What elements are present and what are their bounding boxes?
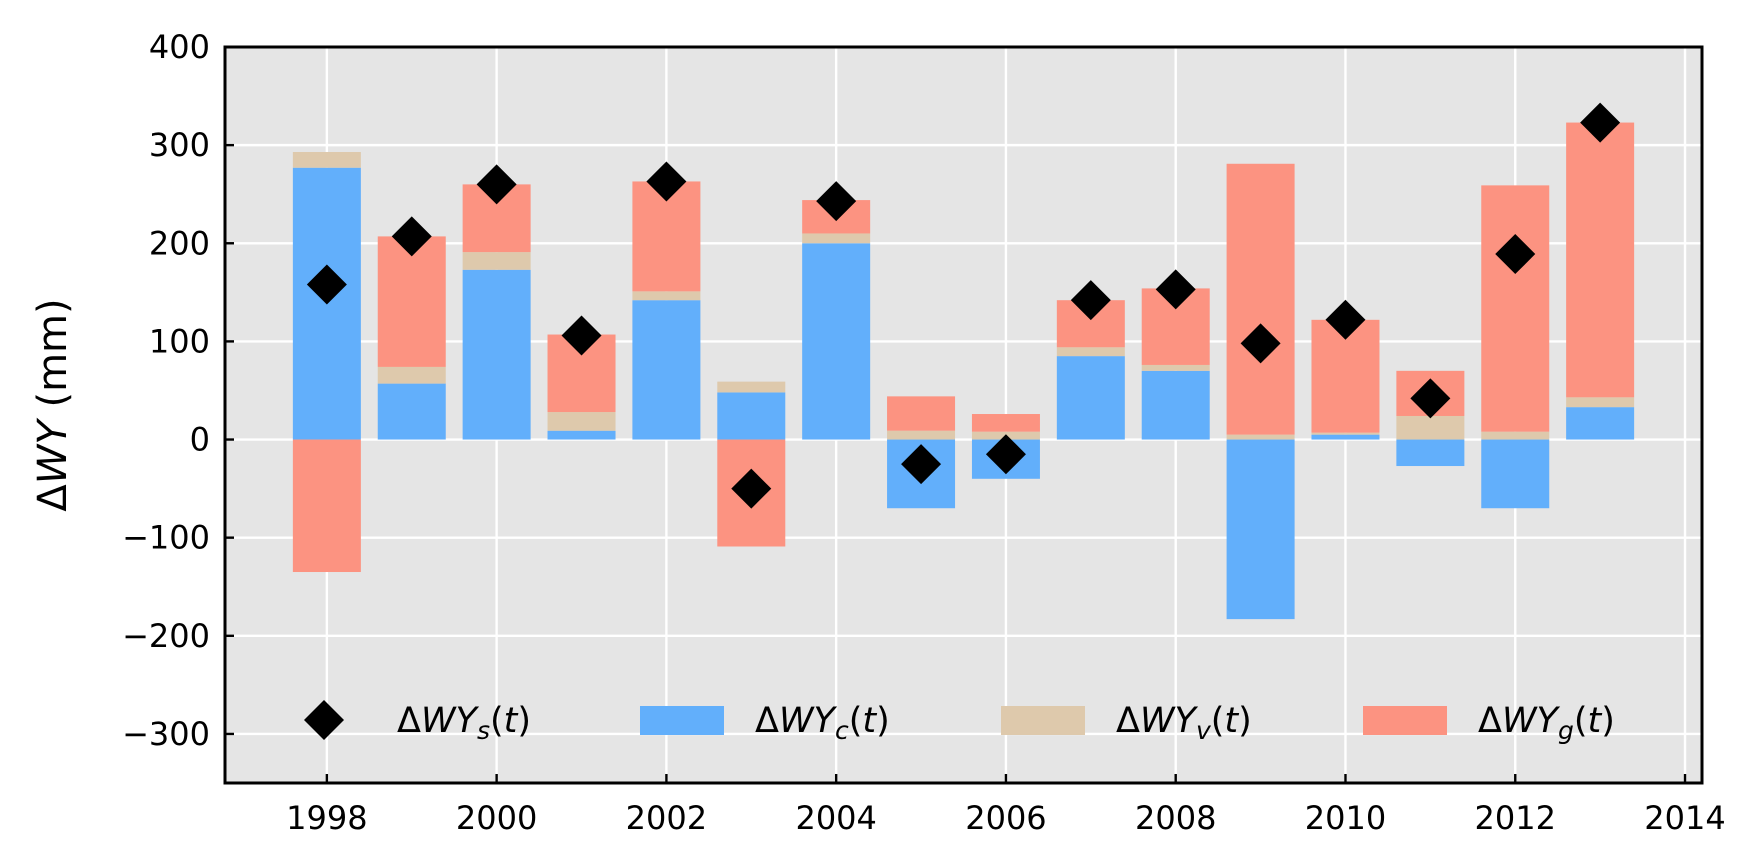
y-tick-label: 200 xyxy=(149,224,210,262)
legend-item-g: ΔWYg(t) xyxy=(1363,701,1615,745)
bar--wy-v-t--2005 xyxy=(887,430,956,440)
bar--wy-v-t--2002 xyxy=(632,291,701,301)
bars xyxy=(292,122,1635,620)
legend-swatch-c xyxy=(640,706,724,735)
bar--wy-v-t--2011 xyxy=(1396,415,1465,440)
x-tick-label: 2010 xyxy=(1305,799,1386,837)
y-tick-label: 400 xyxy=(149,28,210,66)
x-tick-label: 2000 xyxy=(456,799,537,837)
legend-swatch-v xyxy=(1001,706,1085,735)
bar--wy-v-t--1999 xyxy=(377,366,446,384)
bar--wy-c-t--2009 xyxy=(1226,439,1295,620)
legend-item-v: ΔWYv(t) xyxy=(1001,701,1252,745)
x-tick-label: 2012 xyxy=(1475,799,1556,837)
markers xyxy=(306,102,1621,509)
point-dwys-2007 xyxy=(1070,280,1111,321)
plot-background xyxy=(225,47,1702,783)
point-dwys-2000 xyxy=(476,164,517,205)
bar--wy-v-t--2000 xyxy=(462,252,531,270)
bar--wy-c-t--2003 xyxy=(717,392,786,440)
bar--wy-v-t--2007 xyxy=(1056,347,1125,357)
x-tick-label: 1998 xyxy=(286,799,367,837)
legend-label-v: ΔWYv(t) xyxy=(1116,701,1252,745)
bar--wy-v-t--2013 xyxy=(1566,397,1635,408)
legend-swatch-diamond xyxy=(304,700,344,740)
point-dwys-2012 xyxy=(1495,234,1536,275)
bar--wy-g-t--1999 xyxy=(377,236,446,367)
bar--wy-v-t--1998 xyxy=(292,152,361,168)
y-tick-label: 100 xyxy=(149,322,210,360)
x-tick-label: 2008 xyxy=(1135,799,1216,837)
bar--wy-c-t--2002 xyxy=(632,300,701,440)
bar--wy-c-t--2004 xyxy=(802,243,871,440)
point-dwys-2003 xyxy=(731,468,772,509)
point-dwys-2004 xyxy=(816,181,857,222)
x-tick-label: 2002 xyxy=(626,799,707,837)
y-tick-label: 0 xyxy=(190,421,210,459)
bar--wy-c-t--2007 xyxy=(1056,356,1125,440)
point-dwys-2006 xyxy=(985,434,1026,475)
point-dwys-1999 xyxy=(391,216,432,257)
bar--wy-v-t--2010 xyxy=(1311,432,1380,435)
legend-item-c: ΔWYc(t) xyxy=(640,701,890,745)
point-dwys-1998 xyxy=(306,264,347,305)
point-dwys-2008 xyxy=(1155,269,1196,310)
bar--wy-g-t--2006 xyxy=(971,414,1040,432)
plot-frame xyxy=(223,45,1704,785)
bar--wy-c-t--2000 xyxy=(462,269,531,440)
legend: ΔWYs(t) ΔWYc(t) ΔWYv(t) ΔWYg(t) xyxy=(304,700,1615,745)
point-dwys-2011 xyxy=(1410,378,1451,419)
x-tick-label: 2014 xyxy=(1644,799,1725,837)
bar--wy-g-t--1998 xyxy=(292,439,361,573)
bar--wy-v-t--2008 xyxy=(1141,364,1210,371)
legend-label-c: ΔWYc(t) xyxy=(755,701,890,745)
bar--wy-c-t--1999 xyxy=(377,383,446,440)
bar--wy-v-t--2004 xyxy=(802,233,871,244)
bar--wy-c-t--2012 xyxy=(1481,439,1550,509)
point-dwys-2009 xyxy=(1240,323,1281,364)
bar--wy-c-t--2011 xyxy=(1396,439,1465,467)
y-tick-label: 300 xyxy=(149,126,210,164)
point-dwys-2005 xyxy=(901,444,942,485)
legend-label-s: ΔWYs(t) xyxy=(397,701,531,745)
y-tick-label: −100 xyxy=(122,519,210,557)
legend-swatch-g xyxy=(1363,706,1447,735)
bar--wy-v-t--2003 xyxy=(717,381,786,393)
y-tick-label: −200 xyxy=(122,617,210,655)
bar--wy-c-t--2010 xyxy=(1311,434,1380,440)
y-tick-label: −300 xyxy=(122,715,210,753)
bar--wy-g-t--2009 xyxy=(1226,163,1295,435)
bar--wy-v-t--2009 xyxy=(1226,434,1295,440)
bar--wy-v-t--2001 xyxy=(547,412,616,431)
y-axis-label: ΔWY (mm) xyxy=(30,298,76,511)
bar--wy-c-t--2001 xyxy=(547,430,616,440)
bar--wy-g-t--2013 xyxy=(1566,122,1635,398)
x-tick-label: 2004 xyxy=(795,799,876,837)
axis-ticks: 1998 2000 2002 2004 2006 2008 2010 2012 2014−300… xyxy=(122,28,1726,837)
legend-item-s: ΔWYs(t) xyxy=(304,700,531,745)
point-dwys-2002 xyxy=(646,161,687,202)
x-tick-label: 2006 xyxy=(965,799,1046,837)
legend-label-g: ΔWYg(t) xyxy=(1478,701,1615,745)
point-dwys-2001 xyxy=(561,315,602,356)
bar--wy-g-t--2012 xyxy=(1481,185,1550,432)
bar--wy-c-t--2013 xyxy=(1566,407,1635,440)
point-dwys-2010 xyxy=(1325,299,1366,340)
bar--wy-v-t--2012 xyxy=(1481,431,1550,440)
point-dwys-2013 xyxy=(1580,102,1621,143)
y-axis-label-text: ΔWY (mm) xyxy=(30,298,76,511)
bar--wy-c-t--2008 xyxy=(1141,370,1210,440)
bar--wy-g-t--2005 xyxy=(887,396,956,431)
